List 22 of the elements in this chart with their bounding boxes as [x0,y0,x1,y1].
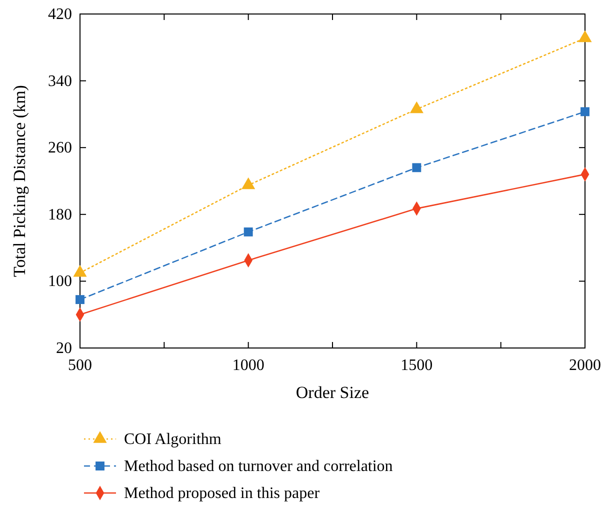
y-tick-label: 260 [48,140,72,157]
x-tick-label: 1000 [232,357,264,374]
y-tick-label: 100 [48,273,72,290]
x-tick-label: 500 [68,357,92,374]
x-axis-title: Order Size [296,383,370,402]
point [242,177,256,190]
y-tick-label: 180 [48,206,72,224]
y-tick-label: 340 [48,72,72,90]
y-tick-label: 20 [56,340,72,357]
point [412,163,422,172]
legend-label: COI Algorithm [124,431,222,448]
point [244,227,253,236]
point [76,295,84,304]
x-tick-label: 2000 [569,357,601,374]
legend-label: Method based on turnover and correlation [124,458,393,475]
point [410,101,424,114]
y-axis-title: Total Picking Distance (km) [10,85,29,277]
y-tick-label: 420 [48,6,72,23]
x-tick-label: 1500 [400,357,433,374]
legend-label: Method proposed in this paper [124,485,320,502]
point [578,30,592,42]
point [580,107,590,116]
